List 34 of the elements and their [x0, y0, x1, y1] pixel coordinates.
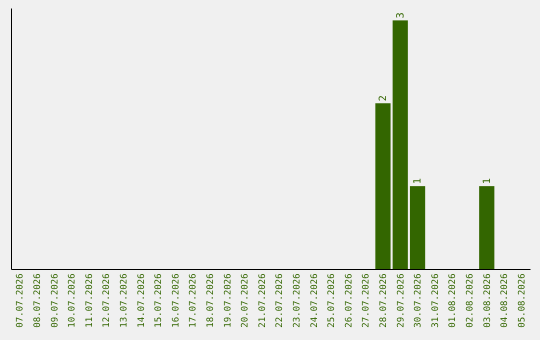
x-tick-label: 29.07.2026: [396, 274, 406, 328]
x-tick-label: 23.07.2026: [292, 274, 302, 328]
x-tick-label: 05.08.2026: [517, 274, 528, 328]
x-tick-label: 13.07.2026: [119, 274, 130, 328]
x-tick-label: 09.07.2026: [50, 274, 60, 328]
x-tick-label: 11.07.2026: [84, 274, 95, 328]
x-tick-label: 22.07.2026: [275, 274, 286, 328]
x-tick-label: 16.07.2026: [171, 274, 182, 328]
x-tick-label: 20.07.2026: [240, 274, 251, 328]
x-tick-label: 15.07.2026: [154, 274, 164, 328]
x-tick-label: 17.07.2026: [188, 274, 199, 328]
x-tick-label: 10.07.2026: [68, 274, 78, 328]
x-tick-label: 21.07.2026: [258, 274, 268, 328]
x-tick-label: 02.08.2026: [465, 274, 476, 328]
data-label: 1: [482, 178, 493, 184]
x-tick-label: 07.07.2026: [16, 274, 26, 328]
data-label: 1: [412, 178, 424, 184]
x-tick-label: 25.07.2026: [327, 274, 338, 328]
x-tick-label: 19.07.2026: [223, 274, 234, 328]
x-tick-label: 28.07.2026: [378, 274, 389, 328]
x-tick-label: 12.07.2026: [102, 274, 112, 328]
data-label: 3: [395, 12, 406, 18]
x-tick-label: 14.07.2026: [136, 274, 147, 328]
x-tick-label: 04.08.2026: [500, 274, 510, 328]
x-tick-label: 18.07.2026: [206, 274, 216, 328]
data-label: 2: [378, 95, 389, 102]
x-tick-label: 01.08.2026: [448, 274, 458, 328]
x-tick-label: 30.07.2026: [414, 274, 424, 328]
x-tick-label: 03.08.2026: [482, 274, 493, 328]
x-tick-label: 08.07.2026: [32, 274, 43, 328]
x-tick-label: 31.07.2026: [430, 274, 441, 328]
x-tick-label: 24.07.2026: [310, 274, 320, 328]
x-tick-label: 26.07.2026: [344, 274, 354, 328]
x-tick-label: 27.07.2026: [362, 274, 372, 328]
